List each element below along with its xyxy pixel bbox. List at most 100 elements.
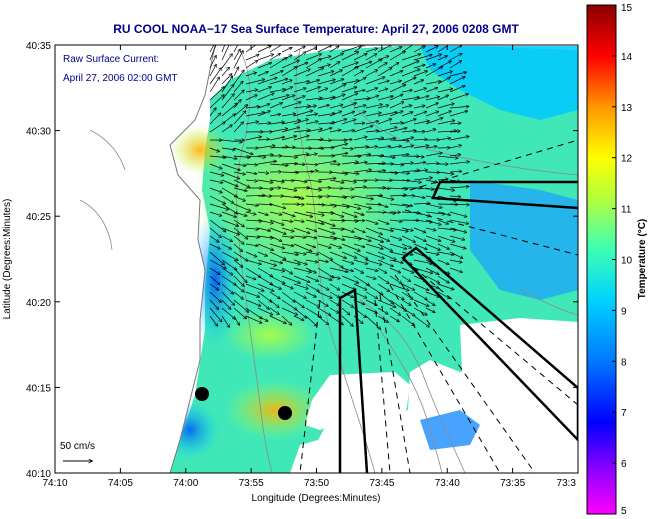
current-vector [425,299,435,305]
current-vector [329,144,347,149]
current-vector [317,275,332,280]
x-tick-label: 73:35 [500,478,525,489]
colorbar-tick-label: 13 [621,103,633,114]
current-vector [209,179,223,183]
current-vector [293,52,306,61]
current-vector [233,70,244,85]
current-vector [221,267,233,275]
current-vector [353,211,364,215]
current-vector [329,153,348,157]
current-vector [305,204,325,205]
current-vector [305,121,318,125]
current-vector [365,235,383,242]
current-vector [329,251,346,258]
dashed-transects [299,139,578,473]
current-vector [257,299,269,309]
current-vector [353,54,367,61]
current-vector [269,203,286,208]
current-vector [245,236,259,237]
current-vector [437,251,454,255]
current-vector [329,46,339,53]
current-vector [221,251,238,260]
current-vector [401,112,413,117]
current-vector [341,203,360,209]
current-vector [293,69,310,77]
current-vector [353,251,368,259]
current-vector [257,111,270,117]
current-vector [293,275,310,282]
current-vector [305,227,317,231]
current-vector [305,259,318,262]
cloud-mask-east [460,318,578,410]
current-vector [281,164,297,165]
current-vector [281,67,297,77]
current-vector [377,195,394,200]
current-vector [413,46,425,53]
current-vector [257,219,273,223]
current-vector [437,235,455,242]
sst-warm-zone-central [190,120,410,280]
current-vector [353,259,368,264]
current-vector [269,179,284,182]
current-vector [257,93,274,101]
current-vector [269,299,279,307]
current-vector [389,51,405,61]
current-vector [305,54,321,61]
current-vector [365,48,377,53]
current-vector [221,219,238,226]
current-vector [221,163,240,170]
current-vector [305,80,319,85]
current-vector [341,148,353,149]
current-vector [413,112,427,117]
current-vector [257,243,273,250]
current-vector [245,243,258,246]
y-axis-label: Latitude (Degrees:Minutes) [2,199,13,320]
current-vector [245,251,257,257]
current-vector [365,113,381,117]
y-tick-label: 40:35 [26,41,51,52]
current-vector [221,139,242,142]
current-vector [317,128,332,133]
colorbar-tick-label: 9 [621,306,627,317]
current-vector [233,67,239,77]
current-vector [221,227,239,235]
current-vector [425,187,437,190]
current-vector [221,103,237,117]
current-vector [221,299,231,309]
current-vector [221,275,236,285]
current-vector [449,77,465,85]
current-vector [209,235,219,242]
current-vector [353,105,366,109]
current-vector [209,315,217,326]
current-vector [209,291,221,302]
current-vector [353,123,365,124]
current-vector [365,156,384,157]
current-vector [293,46,305,53]
x-axis-label: Longitude (Degrees:Minutes) [252,493,381,504]
current-vector [425,64,436,69]
current-vector [257,275,273,285]
current-vector [365,104,382,109]
current-vector [305,299,320,307]
current-vector [437,45,453,53]
current-vector [293,227,310,233]
current-vector [413,146,429,149]
current-vector [209,108,216,117]
current-vector [245,220,262,221]
sst-warm-zone-midsouth [225,310,315,360]
current-vector [449,155,461,157]
current-vector [353,267,363,273]
current-vector [269,243,285,248]
current-vector [269,315,286,323]
current-vector [365,121,379,125]
current-vector [341,188,353,189]
current-vector [341,243,360,251]
current-vector [425,129,436,133]
current-vector [425,211,445,214]
current-vector [401,267,414,273]
current-vector [317,315,329,325]
current-vector [317,46,331,53]
current-vector [377,127,397,133]
current-vector [209,251,224,265]
current-vector [269,122,284,125]
